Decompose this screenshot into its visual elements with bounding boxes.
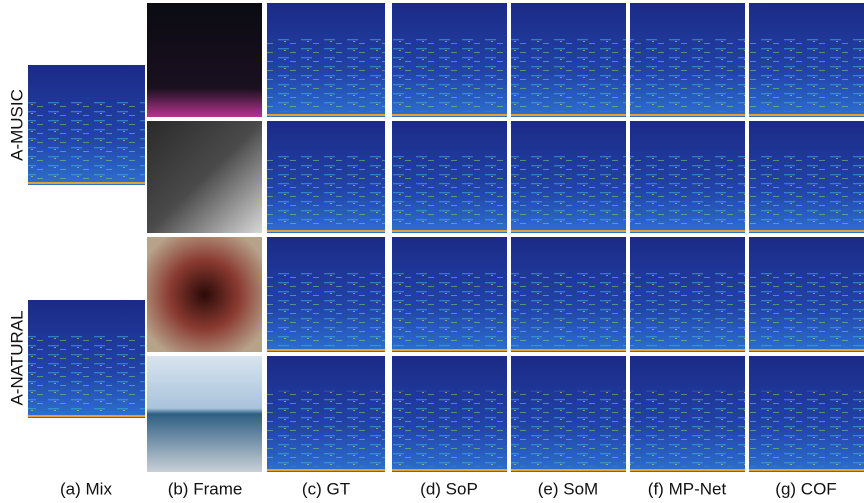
spectrogram-baseline — [392, 114, 507, 116]
spectrogram-baseline — [267, 230, 385, 232]
spectrogram-baseline — [511, 114, 626, 116]
spectrogram-texture — [749, 391, 864, 466]
spectrogram-texture — [28, 335, 145, 412]
spectrogram-baseline — [749, 469, 864, 471]
column-label: (a) Mix — [60, 479, 112, 498]
spectrogram-baseline — [511, 230, 626, 232]
spectrogram-texture — [392, 155, 507, 228]
spectrogram-baseline — [630, 230, 745, 232]
row-label: A-NATURAL — [7, 310, 26, 405]
spectrogram-texture — [749, 155, 864, 228]
spectrogram-texture — [630, 155, 745, 228]
spectrogram-texture — [749, 37, 864, 111]
column-label: (e) SoM — [538, 479, 598, 498]
spectrogram-texture — [28, 101, 145, 179]
video-frame — [147, 356, 262, 472]
spectrogram-texture — [392, 272, 507, 347]
figure: A-MUSIC A-NATURAL (a) Mix (b) Frame (c) GT… — [0, 0, 864, 503]
spectrogram-baseline — [28, 415, 145, 417]
video-frame — [147, 3, 262, 117]
spectrogram-texture — [511, 272, 626, 347]
spectrogram-baseline — [267, 469, 385, 471]
spectrogram-baseline — [267, 349, 385, 351]
spectrogram-texture — [749, 272, 864, 347]
spectrogram-texture — [392, 391, 507, 466]
column-label: (d) SoP — [420, 479, 478, 498]
spectrogram-baseline — [749, 349, 864, 351]
spectrogram-baseline — [749, 230, 864, 232]
column-label: (g) COF — [775, 479, 836, 498]
spectrogram-texture — [392, 37, 507, 111]
spectrogram-texture — [267, 391, 385, 466]
spectrogram-baseline — [392, 230, 507, 232]
column-label: (b) Frame — [168, 479, 243, 498]
spectrogram-texture — [511, 37, 626, 111]
spectrogram-baseline — [267, 114, 385, 116]
spectrogram-baseline — [511, 349, 626, 351]
spectrogram-texture — [267, 272, 385, 347]
spectrogram-baseline — [630, 114, 745, 116]
column-label: (c) GT — [302, 479, 350, 498]
video-frame — [147, 121, 262, 233]
video-frame — [147, 237, 262, 352]
column-label: (f) MP-Net — [648, 479, 727, 498]
spectrogram-baseline — [749, 114, 864, 116]
row-label: A-MUSIC — [7, 89, 26, 161]
spectrogram-baseline — [630, 349, 745, 351]
page: A-MUSIC A-NATURAL (a) Mix (b) Frame (c) GT… — [0, 0, 864, 503]
spectrogram-texture — [630, 37, 745, 111]
spectrogram-texture — [267, 37, 385, 111]
spectrogram-texture — [267, 155, 385, 228]
spectrogram-texture — [630, 391, 745, 466]
spectrogram-texture — [511, 155, 626, 228]
spectrogram-texture — [511, 391, 626, 466]
spectrogram-baseline — [630, 469, 745, 471]
spectrogram-baseline — [28, 182, 145, 184]
spectrogram-baseline — [392, 349, 507, 351]
spectrogram-baseline — [392, 469, 507, 471]
spectrogram-baseline — [511, 469, 626, 471]
spectrogram-texture — [630, 272, 745, 347]
